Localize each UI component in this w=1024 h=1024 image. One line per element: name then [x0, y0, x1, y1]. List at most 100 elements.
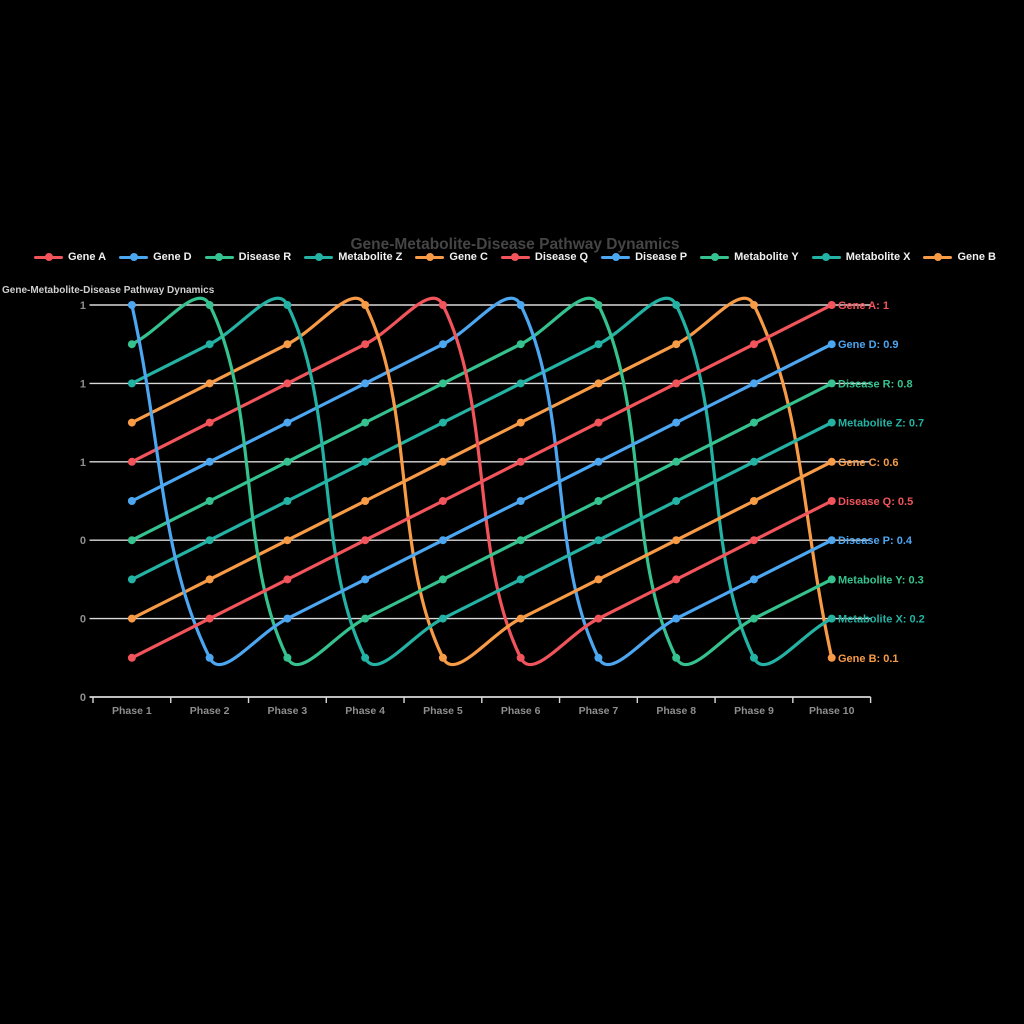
- series-point-disease-p: [127, 497, 136, 505]
- legend-label: Disease R: [238, 251, 292, 263]
- legend-item-metabolite-y[interactable]: Metabolite Y: [700, 251, 799, 263]
- series-point-gene-c: [594, 575, 603, 584]
- series-end-label-disease-r: Disease R: 0.8: [838, 378, 913, 390]
- series-point-disease-r: [516, 536, 525, 545]
- legend-item-disease-r[interactable]: Disease R: [204, 251, 292, 263]
- legend-label: Gene B: [957, 251, 996, 263]
- series-point-gene-a: [827, 301, 836, 309]
- y-tick-label: 0: [80, 692, 86, 704]
- series-point-gene-d: [516, 497, 525, 505]
- legend-item-metabolite-z[interactable]: Metabolite Z: [304, 251, 402, 263]
- series-point-metabolite-z: [672, 497, 681, 505]
- legend-item-gene-b[interactable]: Gene B: [923, 251, 996, 263]
- series-point-gene-d: [283, 614, 292, 623]
- series-point-metabolite-x: [672, 301, 681, 309]
- series-point-gene-b: [283, 536, 292, 545]
- legend-item-gene-c[interactable]: Gene C: [415, 251, 488, 263]
- series-end-label-disease-p: Disease P: 0.4: [838, 535, 913, 547]
- x-tick-label: Phase 2: [190, 705, 230, 717]
- series-point-metabolite-x: [827, 614, 836, 623]
- legend-label: Metabolite Y: [734, 251, 799, 263]
- series-point-metabolite-x: [516, 379, 525, 388]
- series-end-label-gene-a: Gene A: 1: [838, 300, 889, 312]
- x-tick-label: Phase 7: [579, 705, 619, 717]
- series-point-disease-r: [672, 457, 681, 466]
- legend-line-dot-icon: [500, 252, 530, 262]
- series-point-disease-r: [283, 653, 292, 662]
- legend-line-dot-icon: [700, 252, 730, 262]
- series-end-label-metabolite-x: Metabolite X: 0.2: [838, 614, 925, 626]
- series-point-metabolite-z: [749, 457, 758, 466]
- legend-label: Disease Q: [534, 251, 589, 263]
- legend-label: Disease P: [635, 251, 688, 263]
- y-tick-label: 1: [80, 378, 86, 390]
- legend-line-dot-icon: [811, 252, 841, 262]
- y-tick-label: 1: [80, 300, 86, 312]
- series-point-disease-q: [205, 418, 214, 427]
- series-point-disease-r: [127, 340, 136, 349]
- series-point-gene-d: [594, 457, 603, 466]
- series-point-gene-c: [205, 379, 214, 388]
- series-point-disease-q: [594, 614, 603, 623]
- series-point-disease-p: [205, 457, 214, 466]
- series-point-metabolite-y: [594, 301, 603, 309]
- series-point-gene-a: [283, 575, 292, 584]
- series-point-gene-c: [672, 536, 681, 545]
- series-point-metabolite-z: [127, 379, 136, 388]
- series-point-gene-b: [672, 340, 681, 349]
- series-point-metabolite-x: [361, 457, 370, 466]
- series-point-gene-a: [361, 536, 370, 545]
- series-point-disease-r: [749, 418, 758, 427]
- series-point-metabolite-z: [361, 653, 370, 662]
- legend-item-disease-q[interactable]: Disease Q: [500, 251, 589, 263]
- legend-line-dot-icon: [119, 252, 149, 262]
- series-point-disease-q: [438, 301, 447, 309]
- legend-item-gene-d[interactable]: Gene D: [119, 251, 192, 263]
- legend-line-dot-icon: [204, 252, 234, 262]
- x-tick-label: Phase 10: [809, 705, 855, 717]
- series-point-metabolite-y: [127, 536, 136, 545]
- series-end-label-disease-q: Disease Q: 0.5: [838, 496, 913, 508]
- legend-item-metabolite-x[interactable]: Metabolite X: [811, 251, 910, 263]
- legend-item-gene-a[interactable]: Gene A: [34, 251, 106, 263]
- series-end-label-metabolite-y: Metabolite Y: 0.3: [838, 574, 924, 586]
- series-point-disease-q: [749, 536, 758, 545]
- series-point-gene-c: [749, 497, 758, 505]
- series-point-gene-a: [749, 340, 758, 349]
- series-point-gene-c: [127, 418, 136, 427]
- legend-line-dot-icon: [34, 252, 63, 262]
- series-end-label-metabolite-z: Metabolite Z: 0.7: [838, 418, 924, 430]
- series-point-gene-d: [827, 340, 836, 349]
- series-point-gene-b: [438, 457, 447, 466]
- series-point-disease-q: [516, 653, 525, 662]
- series-point-gene-a: [594, 418, 603, 427]
- series-point-gene-d: [205, 653, 214, 662]
- series-point-gene-b: [516, 418, 525, 427]
- series-point-gene-c: [827, 457, 836, 466]
- series-point-gene-a: [438, 497, 447, 505]
- series-point-disease-p: [827, 536, 836, 545]
- series-point-disease-p: [672, 614, 681, 623]
- series-point-disease-q: [672, 575, 681, 584]
- x-tick-label: Phase 6: [501, 705, 541, 717]
- x-tick-label: Phase 8: [656, 705, 696, 717]
- x-tick-label: Phase 5: [423, 705, 463, 717]
- legend-item-disease-p[interactable]: Disease P: [601, 251, 687, 263]
- legend-label: Gene A: [68, 251, 107, 263]
- series-point-metabolite-y: [283, 457, 292, 466]
- chart-title: Gene-Metabolite-Disease Pathway Dynamics: [350, 236, 680, 253]
- series-point-gene-a: [516, 457, 525, 466]
- series-point-gene-b: [127, 614, 136, 623]
- series-point-gene-a: [205, 614, 214, 623]
- series-point-gene-d: [749, 379, 758, 388]
- series-point-metabolite-z: [205, 340, 214, 349]
- legend-line-dot-icon: [601, 252, 631, 262]
- y-tick-label: 0: [80, 614, 86, 626]
- series-point-gene-c: [438, 653, 447, 662]
- series-point-metabolite-z: [438, 614, 447, 623]
- series-point-metabolite-y: [516, 340, 525, 349]
- series-end-label-gene-d: Gene D: 0.9: [838, 339, 899, 351]
- series-point-disease-r: [594, 497, 603, 505]
